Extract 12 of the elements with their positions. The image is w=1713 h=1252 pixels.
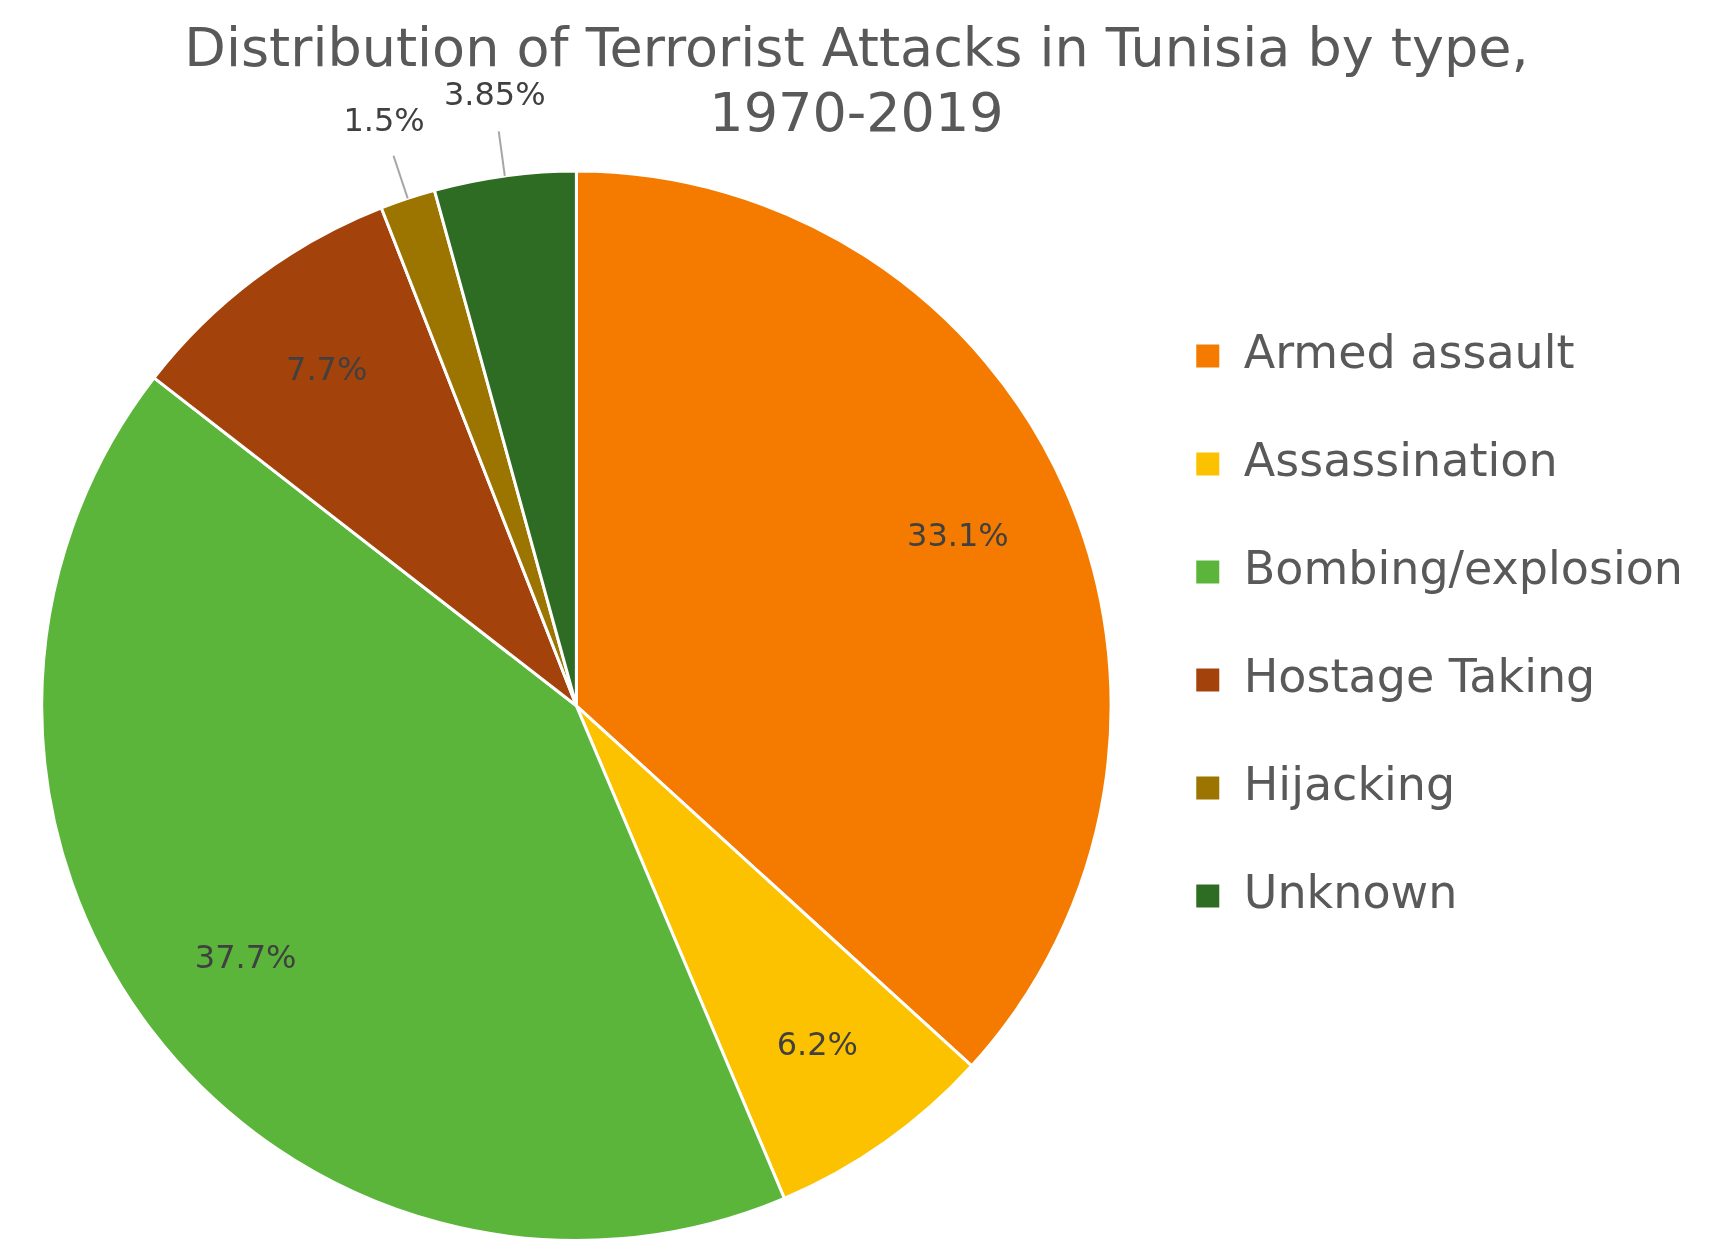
text: 1970-2019 (709, 81, 1004, 145)
data-label: 6.2% (776, 1024, 858, 1063)
data-label: 7.7% (286, 350, 368, 389)
legend-label: Armed assault (1243, 324, 1575, 379)
legend-label: Assassination (1243, 432, 1558, 487)
legend-label: Hijacking (1243, 756, 1456, 811)
data-label: 1.5% (343, 100, 425, 139)
data-label: 37.7% (194, 938, 297, 977)
legend-label: Hostage Taking (1243, 648, 1596, 703)
legend-label: Unknown (1243, 864, 1458, 919)
data-label: 33.1% (907, 515, 1009, 554)
legend-label: Bombing/explosion (1243, 540, 1684, 595)
